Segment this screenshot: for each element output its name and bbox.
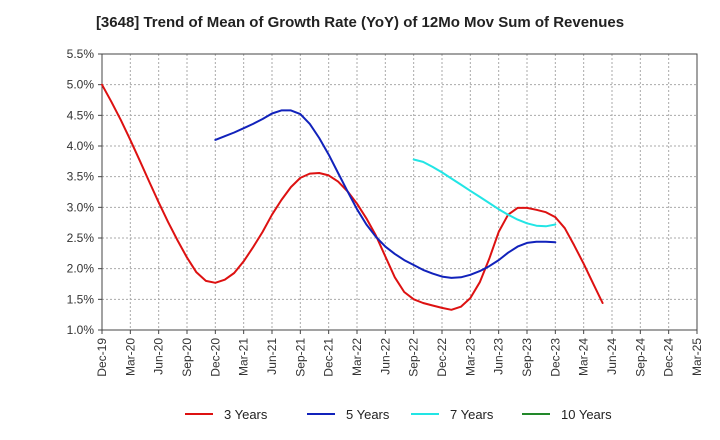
x-tick-label: Sep-22	[407, 338, 421, 377]
x-tick-label: Sep-23	[520, 338, 534, 377]
plot-border	[101, 53, 698, 331]
series-line-3-years	[101, 83, 604, 311]
x-tick-label: Dec-20	[208, 338, 222, 377]
x-tick-label: Dec-22	[435, 338, 449, 377]
series-line-5-years	[214, 109, 557, 279]
x-tick-label: Jun-24	[605, 338, 619, 375]
x-tick-label: Mar-20	[123, 338, 137, 376]
legend-label: 10 Years	[561, 407, 612, 422]
x-tick-label: Dec-24	[662, 338, 676, 377]
x-tick-label: Jun-21	[265, 338, 279, 375]
x-tick-label: Sep-24	[633, 338, 647, 377]
x-tick-label: Sep-21	[293, 338, 307, 377]
y-tick-label: 2.5%	[67, 231, 95, 245]
chart-title: [3648] Trend of Mean of Growth Rate (YoY…	[95, 14, 625, 31]
x-tick-label: Dec-21	[322, 338, 336, 377]
x-tick-label: Mar-25	[690, 338, 704, 376]
x-tick-label: Mar-23	[463, 338, 477, 376]
x-tick-label: Dec-23	[548, 338, 562, 377]
y-tick-label: 3.5%	[67, 170, 95, 184]
legend-label: 7 Years	[450, 407, 494, 422]
x-tick-label: Jun-23	[492, 338, 506, 375]
y-tick-label: 4.0%	[67, 139, 95, 153]
x-tick-label: Jun-20	[152, 338, 166, 375]
y-tick-label: 4.5%	[67, 108, 95, 122]
x-tick-label: Dec-19	[95, 338, 109, 377]
legend-label: 5 Years	[346, 407, 390, 422]
x-tick-label: Sep-20	[180, 338, 194, 377]
x-tick-label: Mar-22	[350, 338, 364, 376]
x-tick-label: Jun-22	[378, 338, 392, 375]
x-tick-label: Mar-21	[237, 338, 251, 376]
y-tick-label: 5.5%	[67, 47, 95, 61]
y-tick-label: 1.5%	[67, 292, 95, 306]
legend-label: 3 Years	[224, 407, 268, 422]
y-tick-label: 3.0%	[67, 200, 95, 214]
y-tick-label: 1.0%	[67, 323, 95, 337]
y-tick-label: 2.0%	[67, 262, 95, 276]
y-tick-label: 5.0%	[67, 78, 95, 92]
plot-area	[102, 54, 697, 330]
series-line-7-years	[412, 158, 557, 228]
x-tick-label: Mar-24	[577, 338, 591, 376]
